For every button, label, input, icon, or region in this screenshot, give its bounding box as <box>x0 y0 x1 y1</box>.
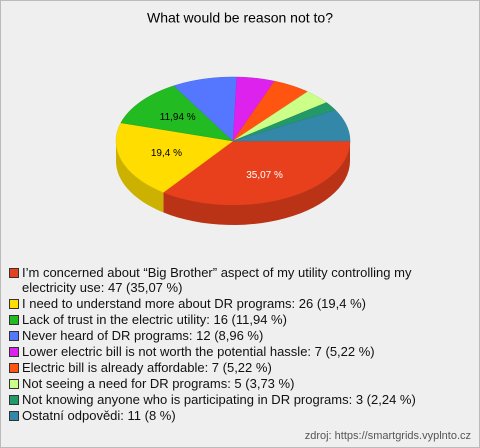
legend-item: Lack of trust in the electric utility: 1… <box>9 312 449 327</box>
legend-swatch <box>9 411 19 421</box>
legend-label: Electric bill is already affordable: 7 (… <box>22 360 272 375</box>
chart-title: What would be reason not to? <box>147 10 333 26</box>
legend-swatch <box>9 268 19 278</box>
slice-label: 19,4 % <box>151 148 182 159</box>
legend-swatch <box>9 331 19 341</box>
slice <box>162 140 351 206</box>
legend-label: Lower electric bill is not worth the pot… <box>22 344 375 359</box>
legend-label: Lack of trust in the electric utility: 1… <box>22 312 287 327</box>
slice <box>232 80 309 142</box>
legend-item: Not seeing a need for DR programs: 5 (3,… <box>9 376 449 391</box>
legend-swatch <box>9 347 19 357</box>
legend-label: I need to understand more about DR progr… <box>22 296 366 311</box>
legend-item: Not knowing anyone who is participating … <box>9 392 449 407</box>
legend-item: Ostatní odpovědi: 11 (8 %) <box>9 408 449 423</box>
slice-label: 11,94 % <box>160 112 196 123</box>
legend-label: I’m concerned about “Big Brother” aspect… <box>22 265 412 295</box>
legend-item: Lower electric bill is not worth the pot… <box>9 344 449 359</box>
slice <box>115 122 234 193</box>
legend-item: Electric bill is already affordable: 7 (… <box>9 360 449 375</box>
slice <box>120 85 234 142</box>
slice <box>232 109 351 142</box>
chart: What would be reason not to? 35,07 % 19,4… <box>115 10 351 225</box>
slice-side <box>116 141 164 213</box>
slice <box>232 76 275 142</box>
legend-label: Ostatní odpovědi: 11 (8 %) <box>22 408 176 423</box>
slice <box>232 91 328 142</box>
legend-label: Never heard of DR programs: 12 (8,96 %) <box>22 328 264 343</box>
legend-swatch <box>9 379 19 389</box>
legend-swatch <box>9 395 19 405</box>
legend-item: I’m concerned about “Big Brother” aspect… <box>9 265 449 295</box>
legend-swatch <box>9 363 19 373</box>
slice <box>173 76 238 142</box>
legend-item: I need to understand more about DR progr… <box>9 296 449 311</box>
legend: I’m concerned about “Big Brother” aspect… <box>9 265 449 424</box>
legend-label: Not seeing a need for DR programs: 5 (3,… <box>22 376 295 391</box>
source-note: zdroj: https://smartgrids.vyplnto.cz <box>304 430 471 442</box>
slice-label: 35,07 % <box>246 170 283 181</box>
legend-swatch <box>9 299 19 309</box>
legend-label: Not knowing anyone who is participating … <box>22 392 416 407</box>
legend-swatch <box>9 315 19 325</box>
legend-item: Never heard of DR programs: 12 (8,96 %) <box>9 328 449 343</box>
